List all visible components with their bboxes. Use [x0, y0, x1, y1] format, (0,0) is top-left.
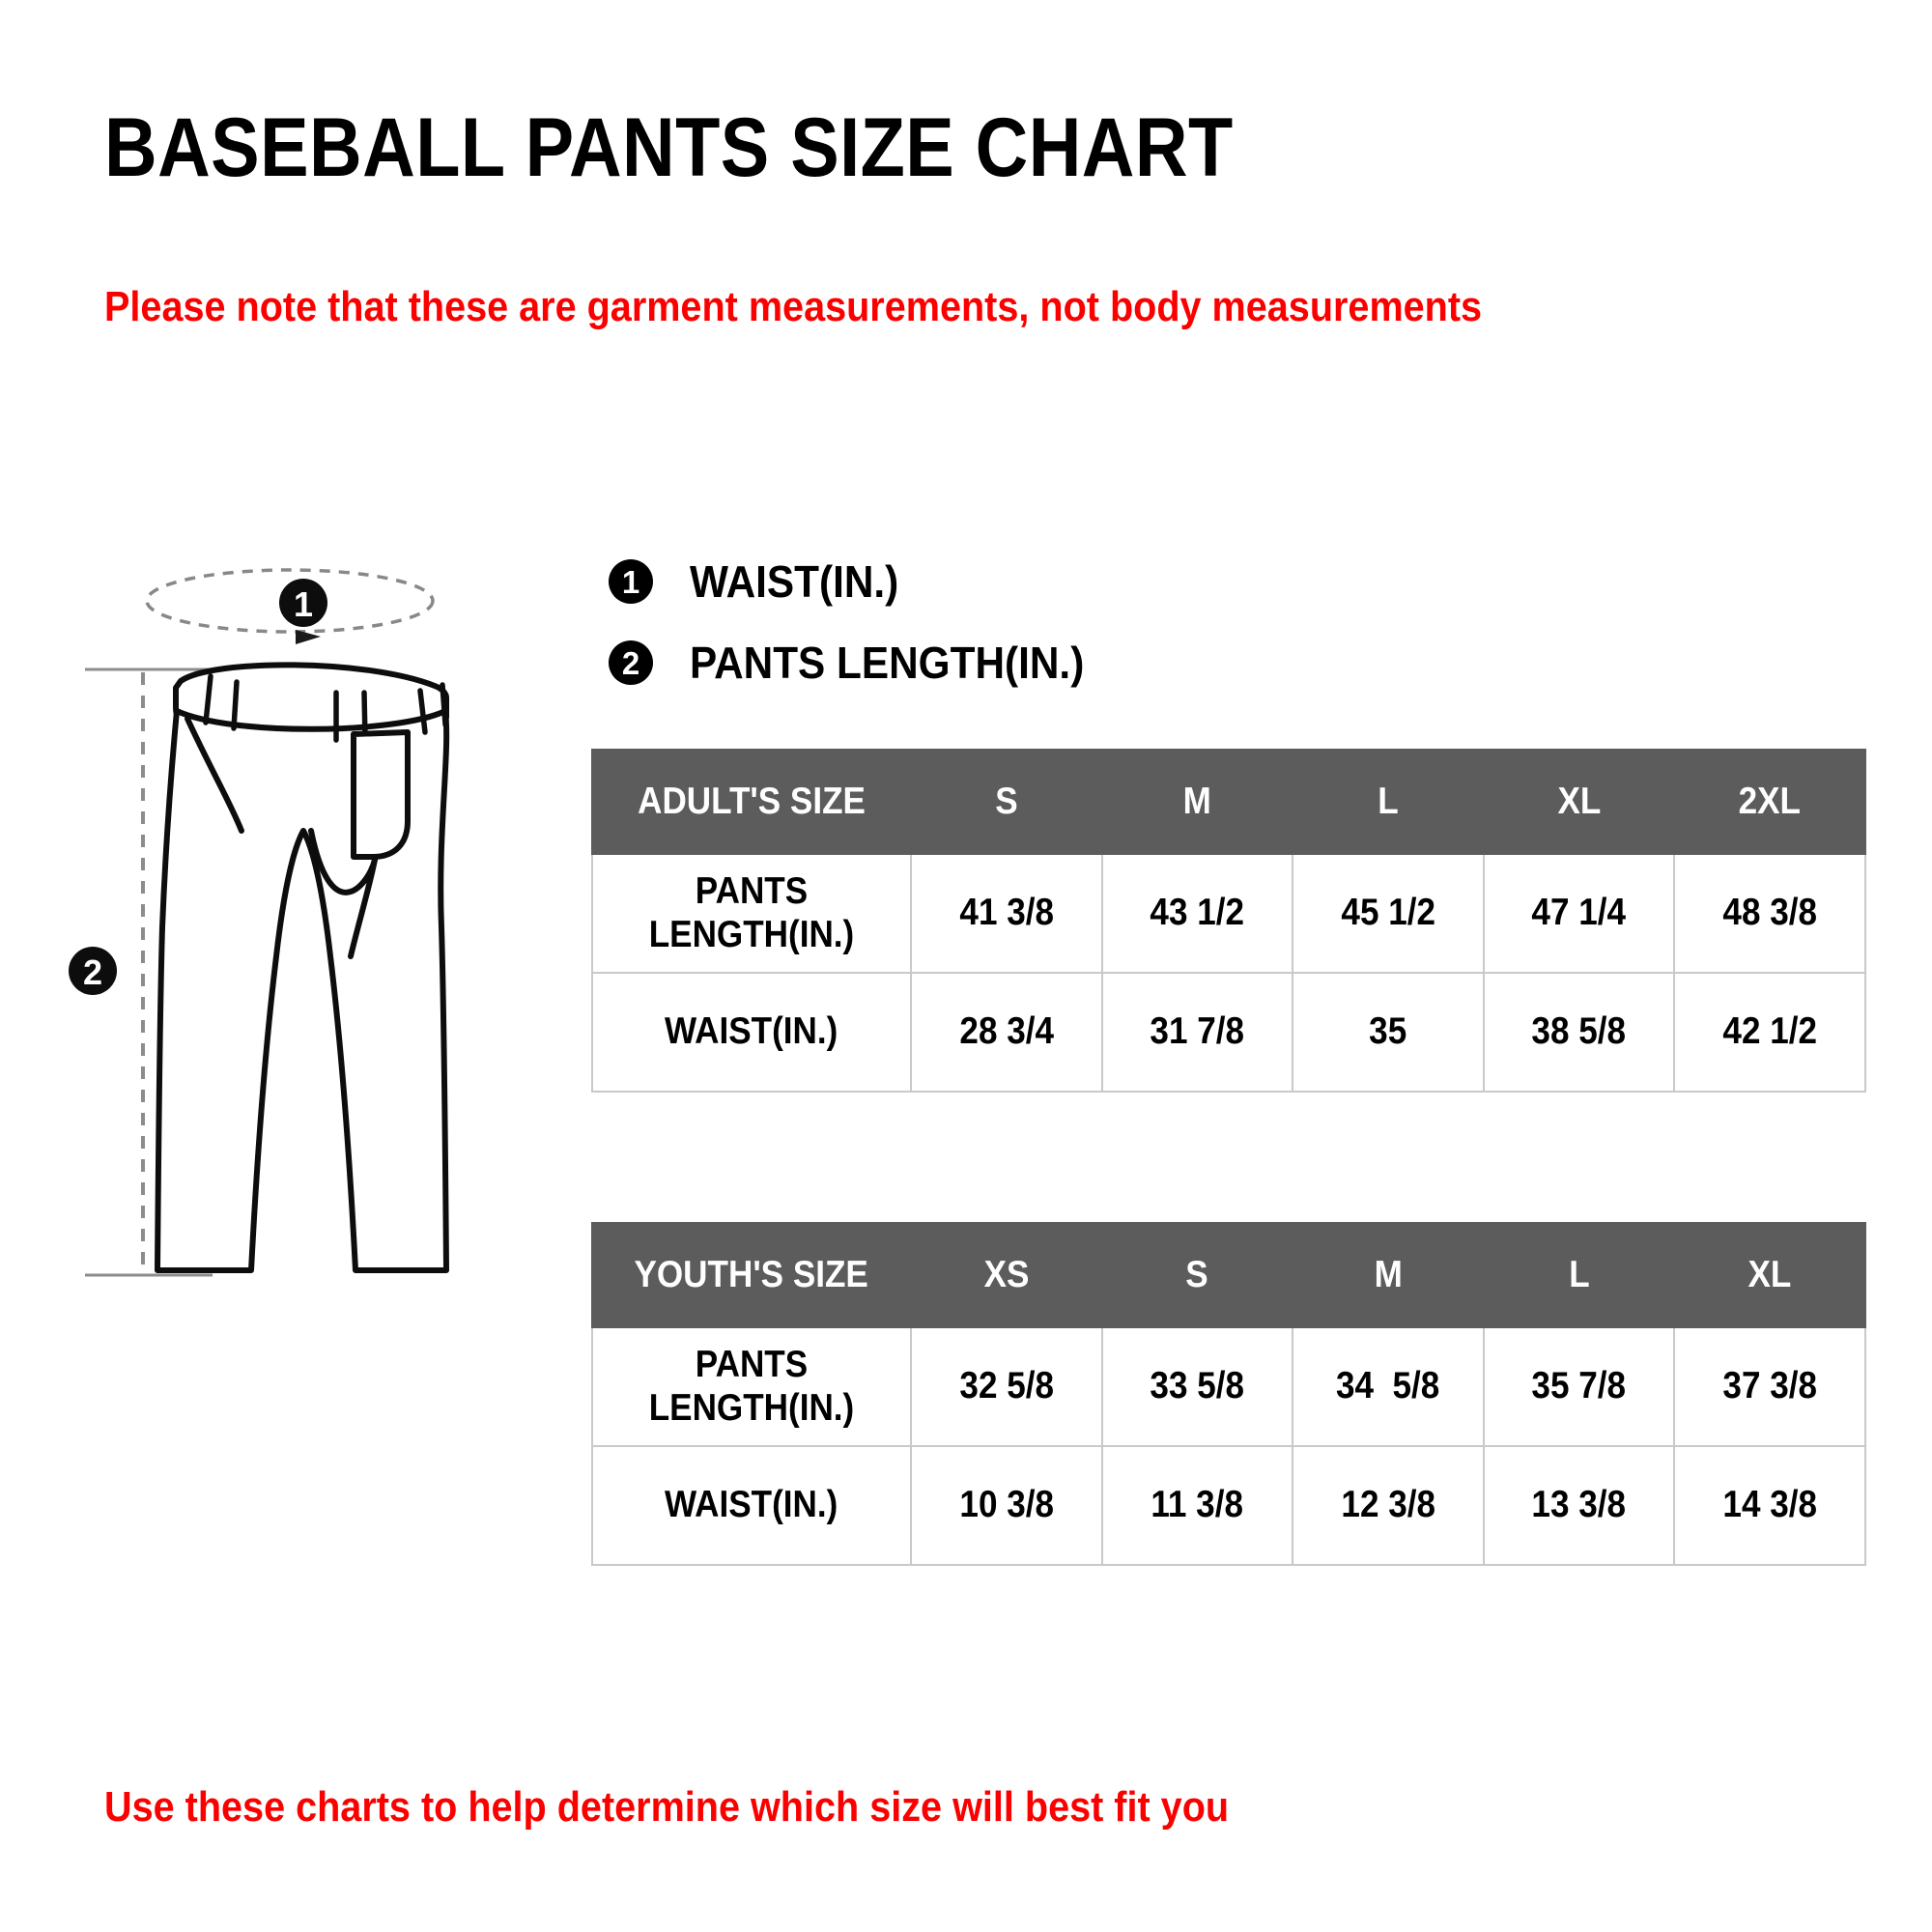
- adult-waist-l: 35: [1292, 972, 1485, 1093]
- legend-item-pants-length: 2 PANTS LENGTH(IN.): [609, 622, 1119, 703]
- youth-pants-length-m: 34 5/8: [1292, 1326, 1485, 1447]
- youth-col-header-m: M: [1292, 1222, 1485, 1328]
- length-marker-badge: [69, 947, 117, 995]
- youth-col-header-l: L: [1482, 1222, 1676, 1328]
- adult-table-title-text: ADULT'S SIZE: [638, 781, 866, 823]
- adult-col-header-m: M: [1100, 749, 1294, 855]
- youth-waist-l: 13 3/8: [1482, 1445, 1676, 1566]
- waist-marker-badge: [279, 579, 327, 627]
- fly-panel: [351, 729, 411, 860]
- pocket-seam-left: [185, 716, 244, 834]
- legend-label-pants-length: PANTS LENGTH(IN.): [690, 638, 1085, 688]
- youth-waist-m: 12 3/8: [1292, 1445, 1485, 1566]
- youth-col-header-xs: XS: [910, 1222, 1103, 1328]
- legend-label-waist: WAIST(IN.): [690, 556, 899, 607]
- youth-table-header-row: YOUTH'S SIZE XS S M L XL: [591, 1222, 1866, 1328]
- table-row: PANTS LENGTH(IN.) 41 3/8 43 1/2 45 1/2 4…: [591, 853, 1866, 974]
- table-row: WAIST(IN.) 10 3/8 11 3/8 12 3/8 13 3/8 1…: [591, 1445, 1866, 1566]
- pants-diagram-svg: 1 2: [69, 568, 450, 1277]
- measurement-legend: 1 WAIST(IN.) 2 PANTS LENGTH(IN.): [609, 541, 1119, 703]
- waist-marker-number: 1: [294, 584, 313, 624]
- adult-waist-xl: 38 5/8: [1482, 972, 1676, 1093]
- adult-table-title: ADULT'S SIZE: [591, 749, 912, 855]
- belt-loop-right: [417, 688, 428, 735]
- youth-waist-xl: 14 3/8: [1673, 1445, 1866, 1566]
- adult-col-header-l: L: [1292, 749, 1485, 855]
- length-marker-number: 2: [83, 952, 102, 992]
- legend-item-waist: 1 WAIST(IN.): [609, 541, 1119, 622]
- adult-pants-length-xl: 47 1/4: [1482, 853, 1676, 974]
- adult-waist-2xl: 42 1/2: [1673, 972, 1866, 1093]
- youth-waist-xs: 10 3/8: [910, 1445, 1103, 1566]
- waist-measure-arrow: [296, 630, 321, 644]
- belt-loop-right-2: [440, 682, 448, 727]
- youth-pants-length-s: 33 5/8: [1100, 1326, 1294, 1447]
- adult-col-header-2xl: 2XL: [1673, 749, 1866, 855]
- youth-col-header-s: S: [1100, 1222, 1294, 1328]
- pants-diagram: 1 2: [68, 541, 570, 1343]
- belt-loop-left-2: [231, 679, 240, 731]
- adult-row-label-waist: WAIST(IN.): [591, 972, 912, 1093]
- adult-pants-length-s: 41 3/8: [910, 853, 1103, 974]
- belt-loop-left: [203, 673, 213, 725]
- youth-col-header-xl: XL: [1673, 1222, 1866, 1328]
- garment-measurement-note: Please note that these are garment measu…: [104, 283, 1483, 330]
- legend-badge-1: 1: [609, 559, 653, 604]
- table-row: WAIST(IN.) 28 3/4 31 7/8 35 38 5/8 42 1/…: [591, 972, 1866, 1093]
- adult-size-table: ADULT'S SIZE S M L XL 2XL: [591, 749, 1866, 1093]
- youth-pants-length-xs: 32 5/8: [910, 1326, 1103, 1447]
- legend-badge-2: 2: [609, 640, 653, 685]
- sizing-help-note: Use these charts to help determine which…: [104, 1783, 1230, 1831]
- adult-row-label-pants-length: PANTS LENGTH(IN.): [591, 853, 912, 974]
- adult-pants-length-l: 45 1/2: [1292, 853, 1485, 974]
- youth-row-label-pants-length: PANTS LENGTH(IN.): [591, 1326, 912, 1447]
- adult-table-header-row: ADULT'S SIZE S M L XL 2XL: [591, 749, 1866, 855]
- crotch-seam: [308, 828, 378, 895]
- youth-size-table: YOUTH'S SIZE XS S M L XL: [591, 1222, 1866, 1566]
- adult-waist-m: 31 7/8: [1100, 972, 1294, 1093]
- adult-col-header-s: S: [910, 749, 1103, 855]
- table-row: PANTS LENGTH(IN.) 32 5/8 33 5/8 34 5/8 3…: [591, 1326, 1866, 1447]
- youth-table-title-text: YOUTH'S SIZE: [634, 1254, 869, 1296]
- youth-pants-length-l: 35 7/8: [1482, 1326, 1676, 1447]
- youth-pants-length-xl: 37 3/8: [1673, 1326, 1866, 1447]
- adult-pants-length-2xl: 48 3/8: [1673, 853, 1866, 974]
- youth-table-title: YOUTH'S SIZE: [591, 1222, 912, 1328]
- adult-waist-s: 28 3/4: [910, 972, 1103, 1093]
- youth-row-label-waist: WAIST(IN.): [591, 1445, 912, 1566]
- youth-waist-s: 11 3/8: [1100, 1445, 1294, 1566]
- waistband-details: [203, 673, 448, 743]
- waist-measure-ellipse: [145, 568, 435, 634]
- adult-col-header-xl: XL: [1482, 749, 1676, 855]
- adult-pants-length-m: 43 1/2: [1100, 853, 1294, 974]
- page-title: BASEBALL PANTS SIZE CHART: [104, 101, 1234, 194]
